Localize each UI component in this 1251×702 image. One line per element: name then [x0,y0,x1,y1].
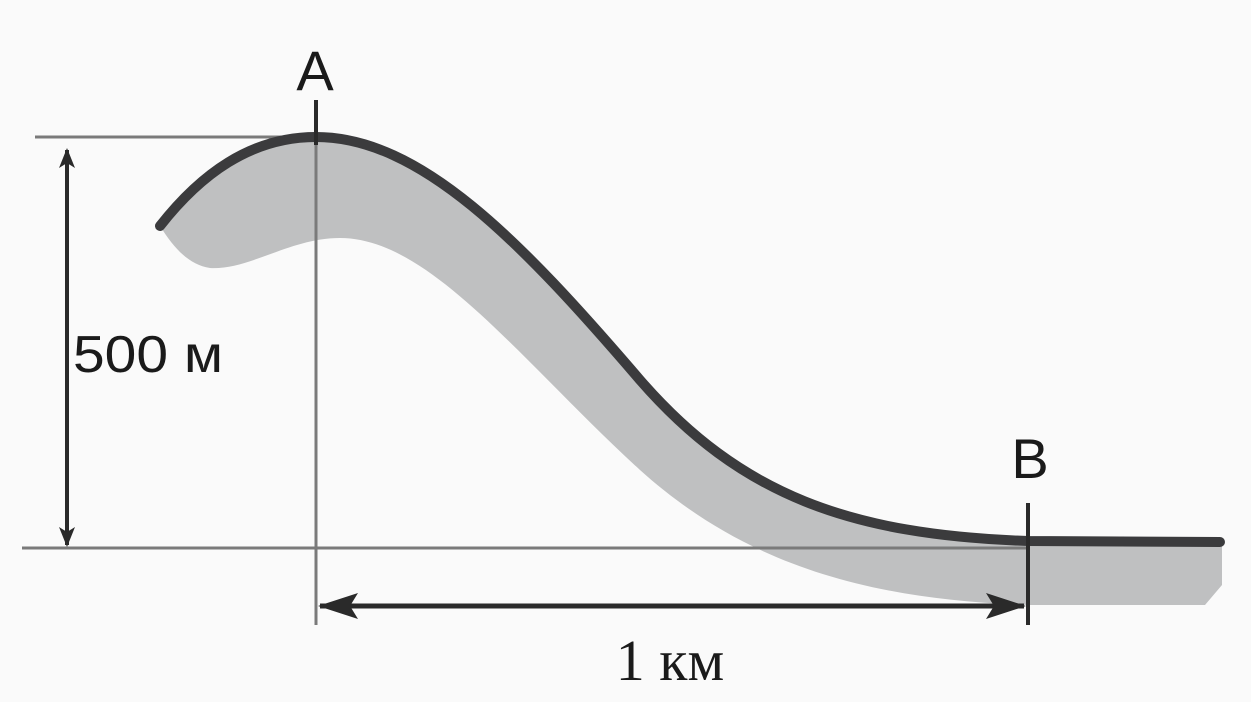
height-label: 500 м [73,326,223,384]
point-b-label: B [1011,427,1048,490]
slope-profile [155,131,1225,547]
slope-body [160,137,1222,605]
point-a-label: A [296,39,334,102]
distance-label: 1 км [616,628,724,693]
